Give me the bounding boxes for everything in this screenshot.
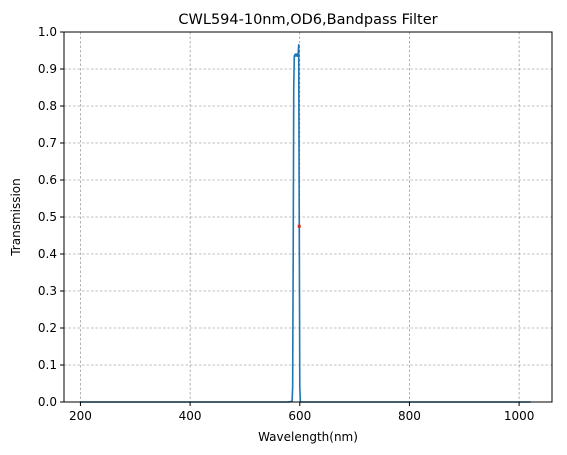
y-tick-label: 0.5 [38, 210, 57, 224]
data-point [296, 53, 298, 55]
data-point [295, 55, 297, 57]
x-tick-label: 400 [179, 409, 202, 423]
y-tick-label: 0.0 [38, 395, 57, 409]
x-axis-label: Wavelength(nm) [258, 430, 358, 444]
x-tick-label: 1000 [504, 409, 535, 423]
y-tick-label: 0.4 [38, 247, 57, 261]
y-axis-label: Transmission [9, 178, 23, 257]
data-point [292, 86, 295, 89]
y-tick-label: 0.1 [38, 358, 57, 372]
x-tick-label: 200 [69, 409, 92, 423]
annotation-layer [297, 224, 301, 228]
data-point [291, 386, 294, 389]
chart-title: CWL594-10nm,OD6,Bandpass Filter [178, 12, 437, 28]
data-point [296, 55, 299, 57]
y-tick-label: 0.3 [38, 284, 57, 298]
y-tick-label: 0.9 [38, 62, 57, 76]
data-point [292, 253, 294, 255]
data-point [298, 386, 301, 389]
data-point [293, 55, 296, 57]
y-tick-label: 0.2 [38, 321, 57, 335]
x-tick-label: 800 [398, 409, 421, 423]
y-tick-label: 0.6 [38, 173, 57, 187]
y-tick-label: 0.8 [38, 99, 57, 113]
y-tick-label: 0.7 [38, 136, 57, 150]
data-point [298, 216, 301, 218]
y-tick-label: 1.0 [38, 25, 57, 39]
x-tick-label: 600 [288, 409, 311, 423]
data-point [294, 53, 297, 55]
y-axis: 0.0 0.1 0.2 0.3 0.4 0.5 0.6 0.7 0.8 0.9 1.0 [38, 25, 64, 409]
data-point [297, 44, 300, 46]
x-axis: 200 400 600 800 1000 [69, 402, 534, 423]
annotation-marker [297, 224, 301, 228]
data-point [297, 53, 299, 55]
